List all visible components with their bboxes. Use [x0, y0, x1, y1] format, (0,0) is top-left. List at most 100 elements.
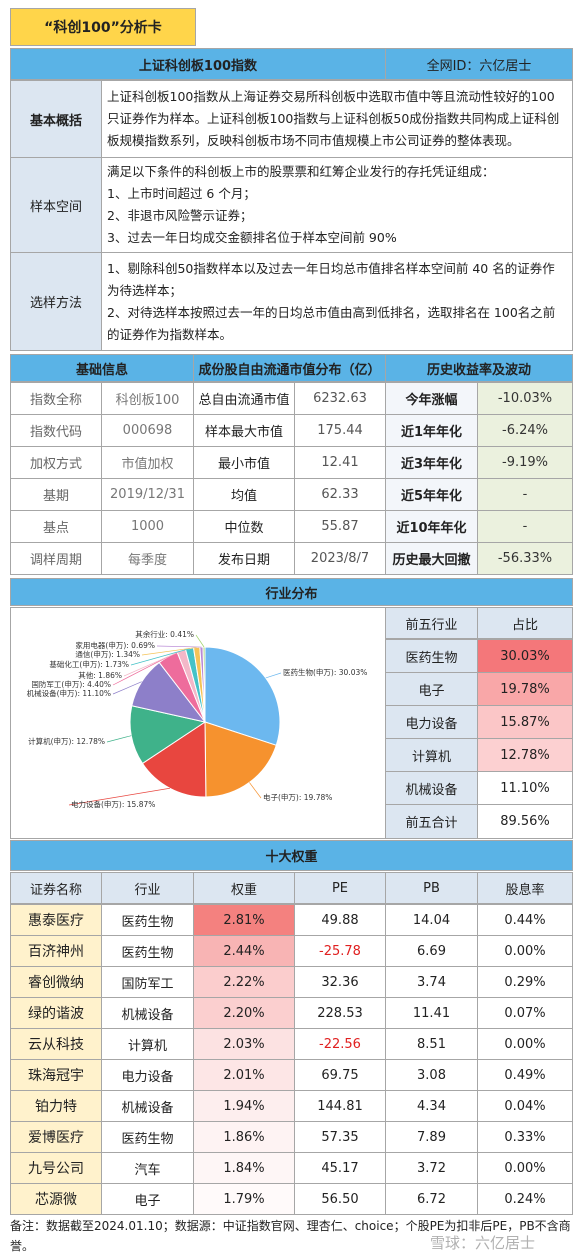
text-line: 满足以下条件的科创板上市的股票票和红筹企业发行的存托凭证组成：: [107, 164, 495, 179]
pie-slice: [202, 646, 206, 723]
leader-line: [68, 787, 170, 806]
stock-cell: 14.04: [385, 904, 478, 936]
leader-line: [112, 681, 142, 695]
info-cell: 样本最大市值: [193, 414, 295, 447]
info-cell: 指数代码: [10, 414, 102, 447]
info-cell: -9.19%: [477, 446, 573, 479]
leader-line: [249, 782, 262, 799]
slice-label: 国防军工(申万): 4.40%: [31, 679, 111, 689]
table-header: 占比: [477, 607, 573, 639]
text-line: 2、对待选样本按照过去一年的日均总市值由高到低排名，选取排名在 100名之前的证…: [107, 304, 556, 342]
overview-text: 上证科创板100指数从上海证券交易所科创板中选取市值中等且流动性较好的100只证…: [101, 80, 573, 158]
text-line: 2、非退市风险警示证券；: [107, 208, 253, 223]
slice-label: 其余行业: 0.41%: [135, 629, 194, 639]
info-cell: 6232.63: [294, 382, 386, 415]
info-cell: 2019/12/31: [101, 478, 194, 511]
stock-cell: 珠海冠宇: [10, 1059, 102, 1091]
overview-text: 满足以下条件的科创板上市的股票票和红筹企业发行的存托凭证组成： 1、上市时间超过 …: [101, 157, 573, 253]
leader-line: [156, 645, 202, 648]
stock-cell: 医药生物: [101, 904, 194, 936]
table-header: 前五行业: [385, 607, 478, 639]
industry-name: 电力设备: [385, 705, 478, 739]
stock-cell: 8.51: [385, 1028, 478, 1060]
table-header: PE: [294, 872, 386, 904]
info-cell: 2023/8/7: [294, 542, 386, 575]
card-title: “科创100”分析卡: [10, 8, 196, 46]
stock-cell: 0.00%: [477, 935, 573, 967]
slice-label: 医药生物(申万): 30.03%: [283, 667, 367, 677]
industry-name: 计算机: [385, 738, 478, 772]
stock-cell: 7.89: [385, 1121, 478, 1153]
stock-cell: 0.29%: [477, 966, 573, 998]
leader-line: [195, 634, 205, 648]
info-cell: -6.24%: [477, 414, 573, 447]
stock-cell: -22.56: [294, 1028, 386, 1060]
stock-cell: 国防军工: [101, 966, 194, 998]
info-cell: 175.44: [294, 414, 386, 447]
stock-cell: 云从科技: [10, 1028, 102, 1060]
slice-label: 电子(申万): 19.78%: [263, 792, 332, 802]
stock-cell: 惠泰医疗: [10, 904, 102, 936]
industry-name: 前五合计: [385, 804, 478, 839]
info-cell: 今年涨幅: [385, 382, 478, 415]
info-cell: 基点: [10, 510, 102, 543]
stock-cell: 铂力特: [10, 1090, 102, 1122]
pie-slice: [129, 705, 207, 765]
stock-cell: 3.74: [385, 966, 478, 998]
info-cell: -56.33%: [477, 542, 573, 575]
stock-cell: 电子: [101, 1183, 194, 1215]
stock-cell: 6.72: [385, 1183, 478, 1215]
slice-label: 电力设备(申万): 15.87%: [71, 799, 155, 809]
stock-cell: 56.50: [294, 1183, 386, 1215]
info-cell: 加权方式: [10, 446, 102, 479]
info-cell: 近5年年化: [385, 478, 478, 511]
stock-cell: 电力设备: [101, 1059, 194, 1091]
watermark: 雪球：六亿居士: [430, 1234, 536, 1252]
section-header: 基础信息: [10, 354, 194, 382]
info-cell: -10.03%: [477, 382, 573, 415]
pie-slice: [204, 721, 277, 798]
stock-cell: 机械设备: [101, 1090, 194, 1122]
info-cell: 近10年年化: [385, 510, 478, 543]
info-cell: 000698: [101, 414, 194, 447]
stock-cell: 3.72: [385, 1152, 478, 1184]
info-cell: 12.41: [294, 446, 386, 479]
info-cell: -: [477, 510, 573, 543]
info-cell: 调样周期: [10, 542, 102, 575]
stock-cell: 49.88: [294, 904, 386, 936]
stock-cell: 0.00%: [477, 1152, 573, 1184]
text-line: 1、上市时间超过 6 个月；: [107, 186, 256, 201]
stock-cell: 机械设备: [101, 997, 194, 1029]
stock-cell: 45.17: [294, 1152, 386, 1184]
text-line: 3、过去一年日均成交金额排名位于样本空间前 90%: [107, 230, 397, 245]
index-name: 上证科创板100指数: [10, 48, 386, 80]
info-cell: 62.33: [294, 478, 386, 511]
industry-share: 89.56%: [477, 804, 573, 839]
stock-cell: 睿创微纳: [10, 966, 102, 998]
pie-slice: [141, 721, 207, 798]
slice-label: 计算机(申万): 12.78%: [28, 736, 105, 746]
stock-cell: 11.41: [385, 997, 478, 1029]
info-cell: 科创板100: [101, 382, 194, 415]
industry-share: 15.87%: [477, 705, 573, 739]
stock-cell: 69.75: [294, 1059, 386, 1091]
slice-label: 基础化工(申万): 1.73%: [49, 659, 129, 669]
industry-name: 机械设备: [385, 771, 478, 805]
info-cell: 近1年年化: [385, 414, 478, 447]
overview-label: 样本空间: [10, 157, 102, 253]
stock-cell: 爱博医疗: [10, 1121, 102, 1153]
info-cell: 每季度: [101, 542, 194, 575]
info-cell: 历史最大回撤: [385, 542, 478, 575]
info-cell: 均值: [193, 478, 295, 511]
table-header: 股息率: [477, 872, 573, 904]
info-cell: 指数全称: [10, 382, 102, 415]
stock-cell: 57.35: [294, 1121, 386, 1153]
pie-slice: [204, 646, 281, 746]
stock-cell: 228.53: [294, 997, 386, 1029]
stock-cell: 0.44%: [477, 904, 573, 936]
stock-cell: 0.04%: [477, 1090, 573, 1122]
industry-share: 12.78%: [477, 738, 573, 772]
slice-label: 其他: 1.86%: [78, 670, 122, 680]
stock-cell: 九号公司: [10, 1152, 102, 1184]
